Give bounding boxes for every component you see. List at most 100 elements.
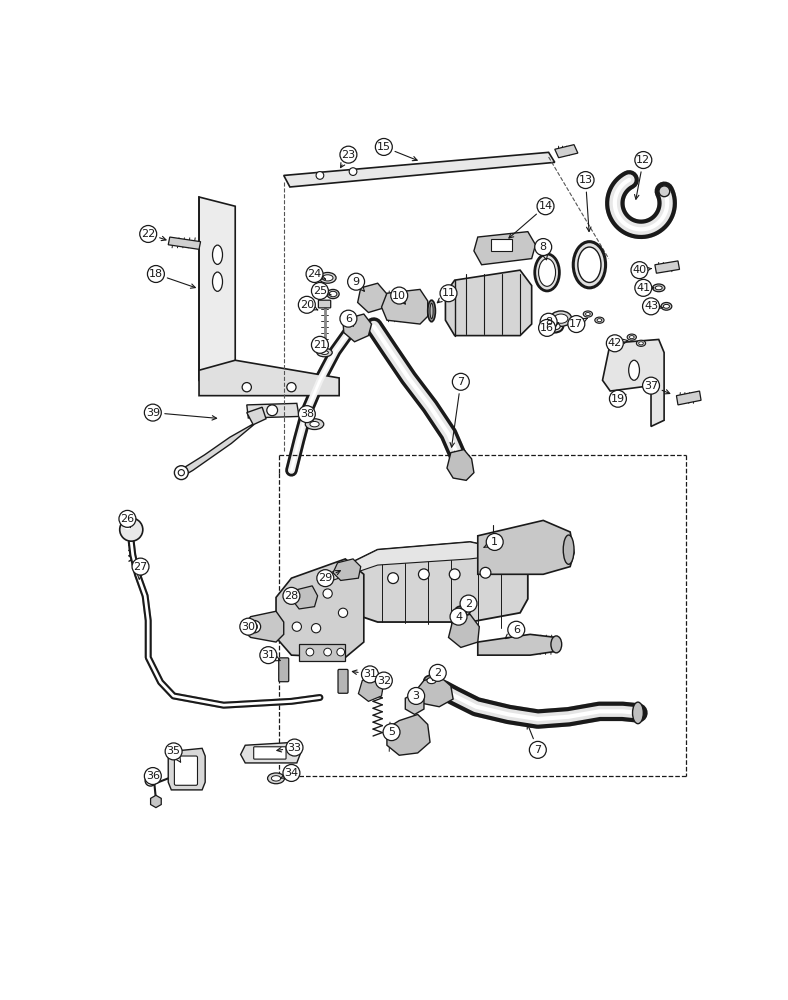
- Ellipse shape: [549, 323, 560, 330]
- Text: 36: 36: [146, 771, 160, 781]
- Circle shape: [568, 316, 585, 333]
- Ellipse shape: [535, 254, 559, 291]
- Circle shape: [323, 589, 333, 598]
- Ellipse shape: [639, 342, 643, 345]
- Circle shape: [348, 273, 365, 290]
- Circle shape: [535, 239, 552, 256]
- Circle shape: [577, 172, 594, 189]
- Polygon shape: [414, 676, 453, 707]
- Text: 4: 4: [455, 612, 462, 622]
- Ellipse shape: [427, 677, 437, 684]
- Circle shape: [251, 624, 258, 630]
- Ellipse shape: [661, 302, 672, 310]
- Polygon shape: [555, 145, 578, 158]
- Polygon shape: [448, 614, 479, 647]
- Circle shape: [452, 373, 470, 390]
- Circle shape: [144, 768, 162, 785]
- Circle shape: [460, 595, 477, 612]
- Ellipse shape: [585, 312, 590, 316]
- Ellipse shape: [629, 360, 640, 380]
- Circle shape: [375, 138, 392, 155]
- Text: 8: 8: [540, 242, 547, 252]
- Ellipse shape: [424, 675, 439, 686]
- Text: 37: 37: [644, 381, 658, 391]
- Circle shape: [507, 621, 525, 638]
- Text: 41: 41: [636, 283, 650, 293]
- Text: 1: 1: [491, 537, 498, 547]
- Text: 2: 2: [465, 599, 472, 609]
- Polygon shape: [447, 450, 474, 480]
- Polygon shape: [445, 270, 532, 336]
- Text: 7: 7: [457, 377, 464, 387]
- Polygon shape: [199, 360, 339, 396]
- Text: 6: 6: [513, 625, 520, 635]
- Text: 2: 2: [434, 668, 441, 678]
- Text: 25: 25: [313, 286, 327, 296]
- Ellipse shape: [268, 773, 284, 784]
- Text: 38: 38: [299, 409, 314, 419]
- Ellipse shape: [213, 245, 222, 264]
- Circle shape: [418, 569, 429, 580]
- Text: 7: 7: [534, 745, 541, 755]
- FancyBboxPatch shape: [338, 669, 348, 693]
- Circle shape: [287, 383, 296, 392]
- Polygon shape: [655, 261, 679, 273]
- Ellipse shape: [637, 340, 645, 346]
- Text: 32: 32: [377, 676, 391, 686]
- Circle shape: [336, 648, 344, 656]
- FancyBboxPatch shape: [318, 300, 331, 308]
- Circle shape: [144, 404, 162, 421]
- Circle shape: [642, 298, 660, 315]
- Ellipse shape: [428, 300, 436, 322]
- Polygon shape: [240, 611, 284, 642]
- Circle shape: [248, 620, 261, 633]
- Ellipse shape: [322, 275, 333, 281]
- FancyBboxPatch shape: [279, 658, 288, 682]
- Circle shape: [316, 172, 324, 179]
- Text: 34: 34: [284, 768, 299, 778]
- Circle shape: [642, 377, 660, 394]
- Circle shape: [383, 724, 400, 741]
- Text: 14: 14: [538, 201, 552, 211]
- Polygon shape: [168, 748, 205, 790]
- Polygon shape: [474, 232, 536, 265]
- Polygon shape: [299, 644, 345, 661]
- Polygon shape: [199, 197, 236, 380]
- Circle shape: [537, 198, 554, 215]
- Text: 40: 40: [633, 265, 646, 275]
- Ellipse shape: [573, 242, 606, 288]
- Circle shape: [362, 666, 378, 683]
- Circle shape: [242, 383, 251, 392]
- Ellipse shape: [578, 247, 601, 282]
- FancyBboxPatch shape: [254, 747, 286, 759]
- Text: 15: 15: [377, 142, 391, 152]
- Ellipse shape: [656, 286, 662, 290]
- Circle shape: [450, 608, 467, 625]
- Text: 21: 21: [313, 340, 327, 350]
- Text: 17: 17: [569, 319, 583, 329]
- Ellipse shape: [551, 636, 562, 653]
- Circle shape: [260, 647, 277, 664]
- Circle shape: [388, 573, 399, 584]
- Text: 18: 18: [149, 269, 163, 279]
- Circle shape: [240, 618, 257, 635]
- Polygon shape: [358, 283, 387, 312]
- Ellipse shape: [597, 319, 602, 322]
- Ellipse shape: [310, 421, 319, 427]
- Ellipse shape: [546, 320, 563, 333]
- Polygon shape: [359, 674, 384, 701]
- Text: 26: 26: [121, 514, 135, 524]
- Ellipse shape: [630, 336, 634, 339]
- Circle shape: [165, 743, 182, 760]
- Text: 9: 9: [352, 277, 359, 287]
- Text: 19: 19: [611, 394, 625, 404]
- Text: 20: 20: [299, 300, 314, 310]
- Ellipse shape: [563, 535, 574, 564]
- Circle shape: [119, 510, 136, 527]
- Circle shape: [145, 775, 156, 786]
- Ellipse shape: [652, 284, 665, 292]
- Circle shape: [635, 152, 652, 169]
- Circle shape: [324, 648, 332, 656]
- Polygon shape: [284, 152, 555, 187]
- Polygon shape: [343, 314, 371, 342]
